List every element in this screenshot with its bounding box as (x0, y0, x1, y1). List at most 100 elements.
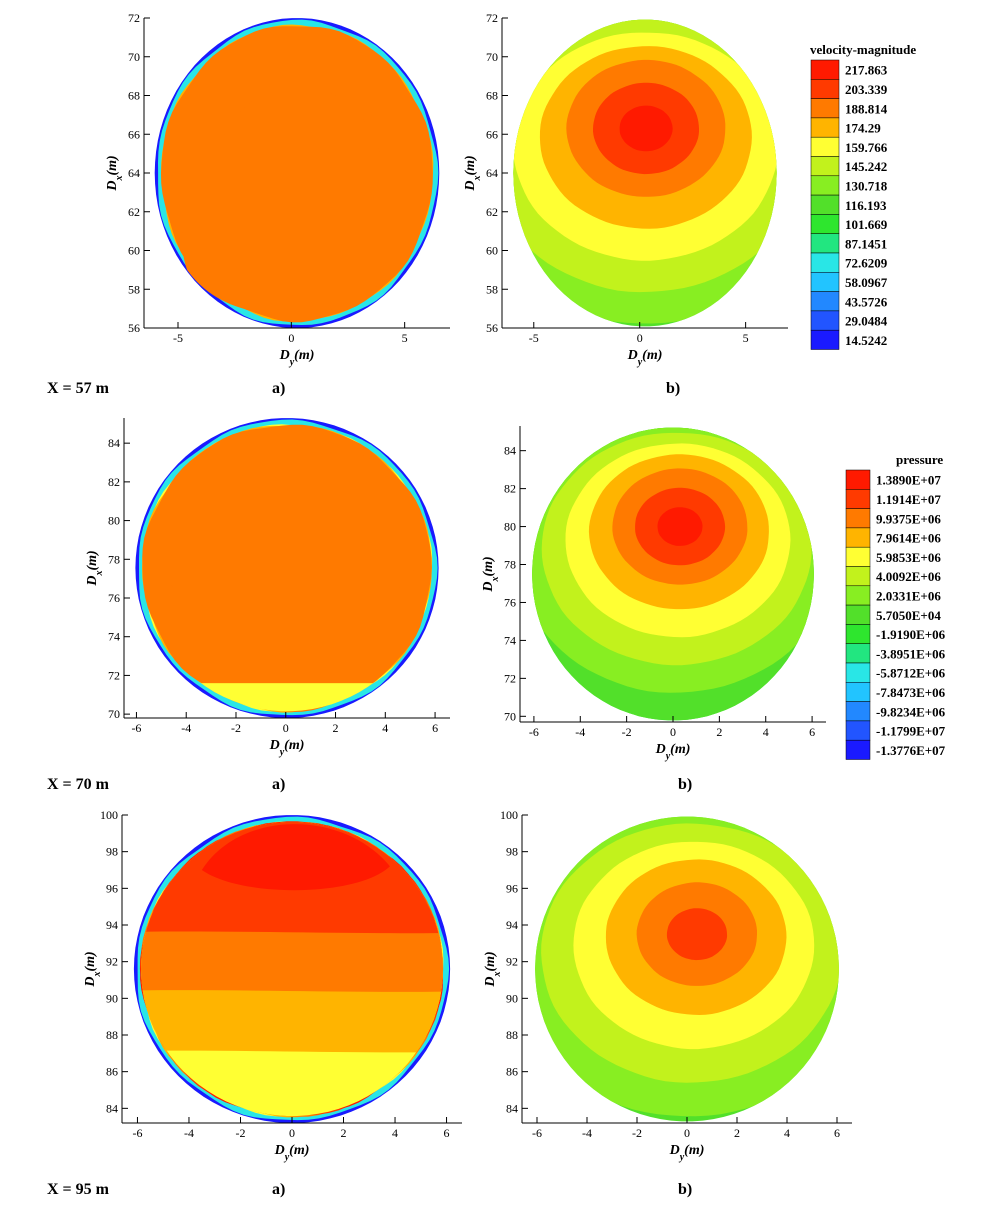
x-tick-label: 0 (283, 721, 289, 735)
x-tick-label: 4 (784, 1126, 790, 1140)
contour-band (201, 824, 390, 891)
x-tick-label: -4 (181, 721, 191, 735)
y-tick-label: 72 (504, 671, 516, 685)
velocity-plot-x57: -5 0 5 56 58 60 62 64 66 68 70 72 Dy(m) Dx(m) (105, 11, 450, 368)
x-axis-label: Dy(m) (627, 348, 663, 368)
legend-label: 2.0331E+06 (876, 588, 941, 603)
legend-swatch (845, 604, 871, 625)
legend-swatch (810, 175, 840, 196)
y-axis-label: Dx(m) (483, 951, 503, 987)
axes: -6 -4 -2 0 2 4 6 84 86 88 90 92 94 96 98 100 Dy(m) Dx(m) (483, 808, 852, 1163)
y-tick-label: 74 (504, 633, 516, 647)
y-axis-label: Dx(m) (105, 155, 125, 191)
x-tick-label: 2 (734, 1126, 740, 1140)
legend-label: 174.29 (845, 121, 881, 136)
legend-label: 7.9614E+06 (876, 531, 941, 546)
legend-swatch (810, 252, 840, 273)
legend-swatch (810, 310, 840, 331)
y-tick-label: 76 (504, 595, 516, 609)
x-tick-label: -6 (132, 1126, 142, 1140)
legend-swatch (845, 527, 871, 548)
legend-swatch (810, 214, 840, 234)
subpanel-label-a: a) (272, 776, 286, 793)
legend-label: -1.3776E+07 (876, 743, 946, 758)
pressure-legend: pressure 1.3890E+07 1.1914E+07 9.9375E+06 7.… (845, 452, 946, 760)
pressure-plot-x70: -6 -4 -2 0 2 4 6 70 72 74 76 78 80 82 84 Dy(m) Dx(m) (481, 426, 826, 762)
y-tick-label: 66 (486, 127, 498, 141)
y-tick-label: 86 (106, 1065, 118, 1079)
legend-swatch (845, 624, 871, 644)
axes: -5 0 5 56 58 60 62 64 66 68 70 72 Dy(m) Dx(m) (105, 11, 450, 368)
legend-label: 130.718 (845, 178, 888, 193)
contour-core (153, 439, 423, 620)
x-tick-label: -6 (529, 725, 539, 739)
y-tick-label: 88 (506, 1028, 518, 1042)
legend-swatch (810, 156, 840, 177)
y-tick-label: 74 (108, 630, 120, 644)
x-tick-label: 6 (809, 725, 815, 739)
y-tick-label: 72 (108, 668, 120, 682)
x-tick-label: -2 (235, 1126, 245, 1140)
legend-swatch (810, 59, 840, 80)
legend-label: -3.8951E+06 (876, 646, 946, 661)
x-tick-label: 2 (341, 1126, 347, 1140)
y-tick-label: 96 (506, 881, 518, 895)
legend-label: 4.0092E+06 (876, 569, 941, 584)
legend-label: 5.9853E+06 (876, 550, 941, 565)
x-tick-label: 2 (716, 725, 722, 739)
x-tick-label: -5 (529, 331, 539, 345)
legend-label: 145.242 (845, 159, 887, 174)
y-tick-label: 80 (504, 520, 516, 534)
y-tick-label: 96 (106, 881, 118, 895)
axes: -6 -4 -2 0 2 4 6 70 72 74 76 78 80 82 84 Dy(m) Dx(m) (481, 426, 826, 762)
y-tick-label: 100 (500, 808, 518, 822)
x-tick-label: -2 (231, 721, 241, 735)
legend-title: velocity-magnitude (810, 42, 916, 57)
x-tick-label: 4 (392, 1126, 398, 1140)
x-tick-label: 2 (333, 721, 339, 735)
contour-band (666, 908, 728, 961)
y-tick-label: 86 (506, 1065, 518, 1079)
x-tick-label: -4 (184, 1126, 194, 1140)
legend-swatch (845, 720, 871, 741)
y-tick-label: 70 (504, 709, 516, 723)
y-tick-label: 90 (106, 991, 118, 1005)
axes: -6 -4 -2 0 2 4 6 84 86 88 90 92 94 96 98 100 Dy(m) Dx(m) (83, 808, 462, 1163)
legend-label: -1.9190E+06 (876, 627, 946, 642)
legend-swatch (845, 469, 871, 490)
legend-label: -9.8234E+06 (876, 704, 946, 719)
y-tick-label: 56 (486, 321, 498, 335)
contour-field (133, 815, 451, 1123)
subpanel-label-a: a) (272, 1181, 286, 1198)
legend-swatch (810, 98, 840, 119)
legend-swatch (845, 508, 871, 529)
y-tick-label: 60 (486, 244, 498, 258)
y-tick-label: 72 (486, 11, 498, 25)
y-tick-label: 82 (504, 482, 516, 496)
y-tick-label: 80 (108, 514, 120, 528)
x-axis-label: Dy(m) (279, 348, 315, 368)
legend-label: 43.5726 (845, 294, 888, 309)
legend-label: 217.863 (845, 63, 888, 78)
legend-label: 159.766 (845, 140, 888, 155)
x-axis-label: Dy(m) (669, 1143, 705, 1163)
legend-swatch (810, 117, 840, 138)
subpanel-label-b: b) (666, 380, 681, 397)
legend-label: 101.669 (845, 217, 888, 232)
y-tick-label: 78 (108, 552, 120, 566)
y-tick-label: 60 (128, 244, 140, 258)
velocity-plot-x70: -6 -4 -2 0 2 4 6 70 72 74 76 78 80 82 84 Dy(m) Dx(m) (85, 418, 450, 758)
legend-title: pressure (896, 452, 943, 467)
row-label-x57: X = 57 m (47, 380, 109, 397)
legend-swatch (845, 739, 871, 760)
x-axis-label: Dy(m) (274, 1143, 310, 1163)
legend-label: 29.0484 (845, 314, 888, 329)
y-tick-label: 84 (504, 444, 516, 458)
x-tick-label: -2 (632, 1126, 642, 1140)
x-tick-label: 0 (288, 331, 294, 345)
pressure-plot-x95: -6 -4 -2 0 2 4 6 84 86 88 90 92 94 96 98 100 Dy(m) Dx(m) (483, 808, 852, 1163)
legend-swatch (845, 701, 871, 722)
x-tick-label: -6 (131, 721, 141, 735)
y-axis-label: Dx(m) (463, 155, 483, 191)
